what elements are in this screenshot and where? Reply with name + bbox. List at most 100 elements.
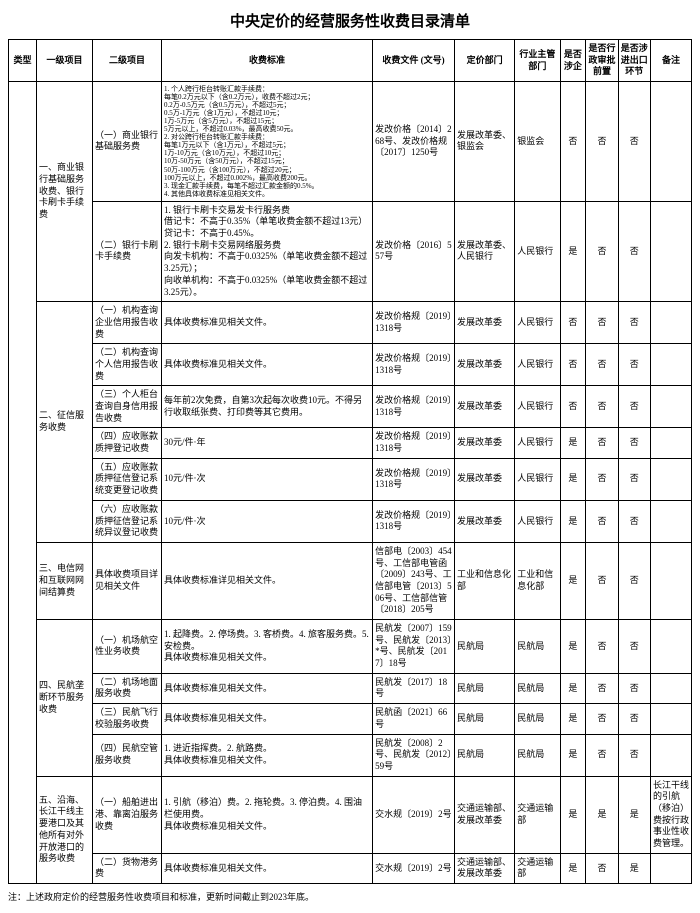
note-cell bbox=[650, 853, 691, 883]
table-row: （三）民航飞行校验服务收费具体收费标准见相关文件。民航函〔2021〕66号民航局… bbox=[9, 704, 692, 734]
doc-cell: 信部电〔2003〕454号、工信部电管函〔2009〕243号、工信部电管〔201… bbox=[373, 542, 455, 619]
std-cell: 1. 起降费。2. 停场费。3. 客桥费。4. 旅客服务费。5. 安检费。 具体… bbox=[161, 620, 372, 674]
q3-cell: 否 bbox=[618, 458, 650, 500]
l2-cell: （一）机构查询企业信用报告收费 bbox=[93, 302, 162, 344]
h-q3: 是否涉进出口环节 bbox=[618, 40, 650, 82]
h-note: 备注 bbox=[650, 40, 691, 82]
q1-cell: 是 bbox=[560, 201, 586, 302]
table-row: （四）民航空管服务收费1. 进近指挥费。2. 航路费。 具体收费标准见相关文件。… bbox=[9, 734, 692, 776]
std-cell: 每年前2次免费，自第3次起每次收费10元。不得另行收取纸张费、打印费等其它费用。 bbox=[161, 386, 372, 428]
table-row: （二）货物港务费具体收费标准见相关文件。交水规〔2019〕2号交通运输部、发展改… bbox=[9, 853, 692, 883]
ind-cell: 人民银行 bbox=[515, 386, 560, 428]
std-cell: 具体收费标准见相关文件。 bbox=[161, 302, 372, 344]
q1-cell: 是 bbox=[560, 853, 586, 883]
dept-cell: 发展改革委 bbox=[454, 458, 514, 500]
q2-cell: 否 bbox=[586, 734, 618, 776]
dept-cell: 发展改革委 bbox=[454, 386, 514, 428]
table-row: （五）应收账款质押征信登记系统变更登记收费10元/件·次发改价格规〔2019〕1… bbox=[9, 458, 692, 500]
q3-cell: 否 bbox=[618, 428, 650, 458]
doc-cell: 交水规〔2019〕2号 bbox=[373, 853, 455, 883]
doc-cell: 发改价格规〔2019〕1318号 bbox=[373, 302, 455, 344]
note-cell bbox=[650, 704, 691, 734]
page-title: 中央定价的经营服务性收费目录清单 bbox=[8, 10, 692, 31]
q2-cell: 否 bbox=[586, 542, 618, 619]
q3-cell: 否 bbox=[618, 620, 650, 674]
q3-cell: 否 bbox=[618, 201, 650, 302]
ind-cell: 民航局 bbox=[515, 673, 560, 703]
std-cell: 具体收费标准见相关文件。 bbox=[161, 344, 372, 386]
l2-cell: 具体收费项目详见相关文件 bbox=[93, 542, 162, 619]
l1-cell: 三、电信网和互联网网间结算费 bbox=[37, 542, 93, 619]
dept-cell: 发展改革委 bbox=[454, 428, 514, 458]
doc-cell: 发改价格规〔2019〕1318号 bbox=[373, 500, 455, 542]
ind-cell: 民航局 bbox=[515, 734, 560, 776]
l2-cell: （三）个人柜台查询自身信用报告收费 bbox=[93, 386, 162, 428]
table-row: （三）个人柜台查询自身信用报告收费每年前2次免费，自第3次起每次收费10元。不得… bbox=[9, 386, 692, 428]
h-l2: 二级项目 bbox=[93, 40, 162, 82]
h-l1: 一级项目 bbox=[37, 40, 93, 82]
q2-cell: 否 bbox=[586, 853, 618, 883]
q1-cell: 否 bbox=[560, 302, 586, 344]
q3-cell: 是 bbox=[618, 776, 650, 853]
note-cell: 长江干线的引航（移泊）费按行政事业性收费管理。 bbox=[650, 776, 691, 853]
q1-cell: 否 bbox=[560, 344, 586, 386]
ind-cell: 人民银行 bbox=[515, 458, 560, 500]
q2-cell: 否 bbox=[586, 673, 618, 703]
std-cell: 30元/件·年 bbox=[161, 428, 372, 458]
doc-cell: 发改价格规〔2019〕1318号 bbox=[373, 386, 455, 428]
std-cell: 具体收费标准见相关文件。 bbox=[161, 704, 372, 734]
ind-cell: 人民银行 bbox=[515, 500, 560, 542]
l2-cell: （一）船舶进出港、靠离泊服务收费 bbox=[93, 776, 162, 853]
l2-cell: （二）货物港务费 bbox=[93, 853, 162, 883]
note-cell bbox=[650, 542, 691, 619]
q2-cell: 否 bbox=[586, 620, 618, 674]
q2-cell: 否 bbox=[586, 704, 618, 734]
h-type: 类型 bbox=[9, 40, 37, 82]
l1-cell: 四、民航垄断环节服务收费 bbox=[37, 620, 93, 777]
table-row: （六）应收账款质押征信登记系统异议登记收费10元/件·次发改价格规〔2019〕1… bbox=[9, 500, 692, 542]
q3-cell: 否 bbox=[618, 542, 650, 619]
dept-cell: 发展改革委 bbox=[454, 500, 514, 542]
q3-cell: 否 bbox=[618, 673, 650, 703]
l2-cell: （四）应收账款质押登记收费 bbox=[93, 428, 162, 458]
q2-cell: 否 bbox=[586, 386, 618, 428]
l2-cell: （五）应收账款质押征信登记系统变更登记收费 bbox=[93, 458, 162, 500]
table-row: 二、征信服务收费（一）机构查询企业信用报告收费具体收费标准见相关文件。发改价格规… bbox=[9, 302, 692, 344]
ind-cell: 民航局 bbox=[515, 704, 560, 734]
q3-cell: 否 bbox=[618, 82, 650, 202]
q1-cell: 是 bbox=[560, 428, 586, 458]
note-cell bbox=[650, 82, 691, 202]
ind-cell: 人民银行 bbox=[515, 201, 560, 302]
dept-cell: 民航局 bbox=[454, 704, 514, 734]
q3-cell: 否 bbox=[618, 386, 650, 428]
q3-cell: 否 bbox=[618, 344, 650, 386]
note-cell bbox=[650, 344, 691, 386]
dept-cell: 民航局 bbox=[454, 734, 514, 776]
q2-cell: 否 bbox=[586, 302, 618, 344]
note-cell bbox=[650, 620, 691, 674]
doc-cell: 发改价格〔2016〕557号 bbox=[373, 201, 455, 302]
q2-cell: 否 bbox=[586, 344, 618, 386]
h-q1: 是否涉企 bbox=[560, 40, 586, 82]
q1-cell: 是 bbox=[560, 458, 586, 500]
ind-cell: 交通运输部 bbox=[515, 853, 560, 883]
q1-cell: 是 bbox=[560, 734, 586, 776]
dept-cell: 交通运输部、发展改革委 bbox=[454, 853, 514, 883]
q2-cell: 否 bbox=[586, 82, 618, 202]
l2-cell: （二）机构查询个人信用报告收费 bbox=[93, 344, 162, 386]
dept-cell: 交通运输部、发展改革委 bbox=[454, 776, 514, 853]
q1-cell: 是 bbox=[560, 673, 586, 703]
note-cell bbox=[650, 386, 691, 428]
dept-cell: 民航局 bbox=[454, 673, 514, 703]
fee-table: 类型 一级项目 二级项目 收费标准 收费文件 (文号) 定价部门 行业主管部门 … bbox=[8, 39, 692, 884]
doc-cell: 民航发〔2008〕2号、民航发〔2012〕59号 bbox=[373, 734, 455, 776]
note-cell bbox=[650, 302, 691, 344]
h-dept: 定价部门 bbox=[454, 40, 514, 82]
doc-cell: 发改价格规〔2019〕1318号 bbox=[373, 344, 455, 386]
dept-cell: 民航局 bbox=[454, 620, 514, 674]
h-std: 收费标准 bbox=[161, 40, 372, 82]
table-row: （二）机构查询个人信用报告收费具体收费标准见相关文件。发改价格规〔2019〕13… bbox=[9, 344, 692, 386]
dept-cell: 发展改革委、银监会 bbox=[454, 82, 514, 202]
doc-cell: 发改价格规〔2019〕1318号 bbox=[373, 428, 455, 458]
l1-cell: 二、征信服务收费 bbox=[37, 302, 93, 543]
